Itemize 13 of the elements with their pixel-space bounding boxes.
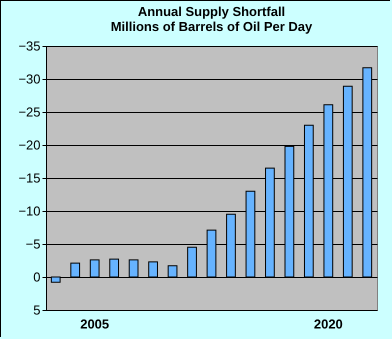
y-tick-label: −30 (18, 72, 40, 86)
chart-title: Annual Supply Shortfall (138, 4, 286, 19)
y-tick-label: −25 (18, 104, 40, 120)
y-tick-label: −35 (18, 38, 40, 54)
y-tick-label: 0 (33, 270, 40, 284)
y-tick-label: −15 (18, 170, 40, 186)
y-tick-label: −5 (26, 236, 40, 252)
y-tick-label: 5 (33, 302, 40, 318)
y-tick-label: −10 (18, 204, 40, 218)
x-tick-label: 2005 (80, 316, 110, 332)
y-tick-label: −20 (18, 138, 40, 152)
chart-subtitle: Millions of Barrels of Oil Per Day (110, 19, 314, 34)
x-tick-label: 2020 (314, 316, 343, 332)
